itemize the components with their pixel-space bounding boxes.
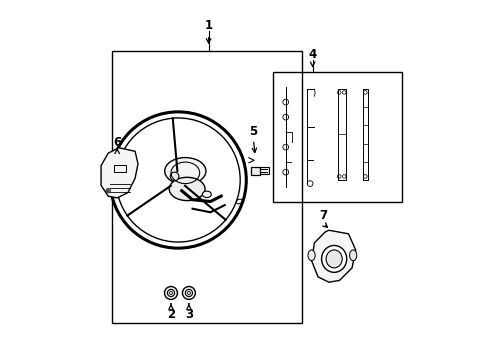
Ellipse shape [307,250,314,261]
Ellipse shape [349,250,356,261]
Circle shape [170,172,179,181]
Text: 3: 3 [184,308,193,321]
Text: 4: 4 [308,48,316,61]
Circle shape [167,289,174,297]
Circle shape [106,189,110,193]
Bar [114,165,125,172]
Ellipse shape [164,158,205,184]
Circle shape [164,287,177,300]
Circle shape [169,292,172,294]
Circle shape [182,287,195,300]
Bar [250,167,259,175]
Circle shape [187,292,190,294]
Circle shape [185,289,192,297]
Text: 6: 6 [113,136,121,149]
Circle shape [107,190,109,192]
Ellipse shape [325,250,342,268]
Text: 5: 5 [249,125,257,138]
PathPatch shape [101,148,138,198]
Ellipse shape [202,191,211,198]
Text: 2: 2 [166,308,175,321]
Ellipse shape [169,177,204,201]
Bar [273,72,402,202]
Text: 7: 7 [319,210,327,222]
Text: 1: 1 [204,19,212,32]
PathPatch shape [311,230,355,282]
Bar [259,167,268,174]
Ellipse shape [321,246,346,273]
Bar [112,51,301,323]
